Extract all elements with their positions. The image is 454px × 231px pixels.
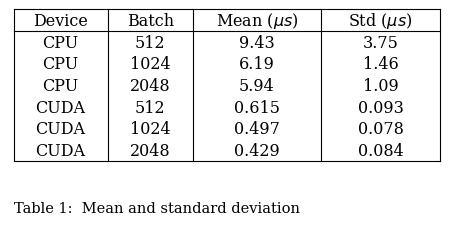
Text: Device: Device bbox=[33, 13, 88, 30]
Text: CUDA: CUDA bbox=[35, 121, 85, 138]
Text: 1024: 1024 bbox=[130, 56, 171, 73]
Text: 6.19: 6.19 bbox=[239, 56, 275, 73]
Text: 512: 512 bbox=[135, 99, 166, 116]
Text: CUDA: CUDA bbox=[35, 99, 85, 116]
Text: 3.75: 3.75 bbox=[363, 34, 399, 51]
Text: 9.43: 9.43 bbox=[239, 34, 275, 51]
Text: 0.084: 0.084 bbox=[358, 143, 404, 159]
Text: 0.093: 0.093 bbox=[358, 99, 404, 116]
Text: 1.46: 1.46 bbox=[363, 56, 399, 73]
Text: CUDA: CUDA bbox=[35, 143, 85, 159]
Text: Mean ($\mu s$): Mean ($\mu s$) bbox=[216, 11, 298, 31]
Text: 0.429: 0.429 bbox=[234, 143, 280, 159]
Text: Batch: Batch bbox=[127, 13, 174, 30]
Text: Table 1:  Mean and standard deviation: Table 1: Mean and standard deviation bbox=[14, 201, 300, 215]
Text: Std ($\mu s$): Std ($\mu s$) bbox=[348, 11, 413, 31]
Text: CPU: CPU bbox=[42, 78, 79, 94]
Text: 0.078: 0.078 bbox=[358, 121, 404, 138]
Text: 0.615: 0.615 bbox=[234, 99, 280, 116]
Text: CPU: CPU bbox=[42, 34, 79, 51]
Text: 1.09: 1.09 bbox=[363, 78, 399, 94]
Text: 512: 512 bbox=[135, 34, 166, 51]
Text: 1024: 1024 bbox=[130, 121, 171, 138]
Text: 5.94: 5.94 bbox=[239, 78, 275, 94]
Text: CPU: CPU bbox=[42, 56, 79, 73]
Text: 0.497: 0.497 bbox=[234, 121, 280, 138]
Text: 2048: 2048 bbox=[130, 78, 171, 94]
Text: 2048: 2048 bbox=[130, 143, 171, 159]
